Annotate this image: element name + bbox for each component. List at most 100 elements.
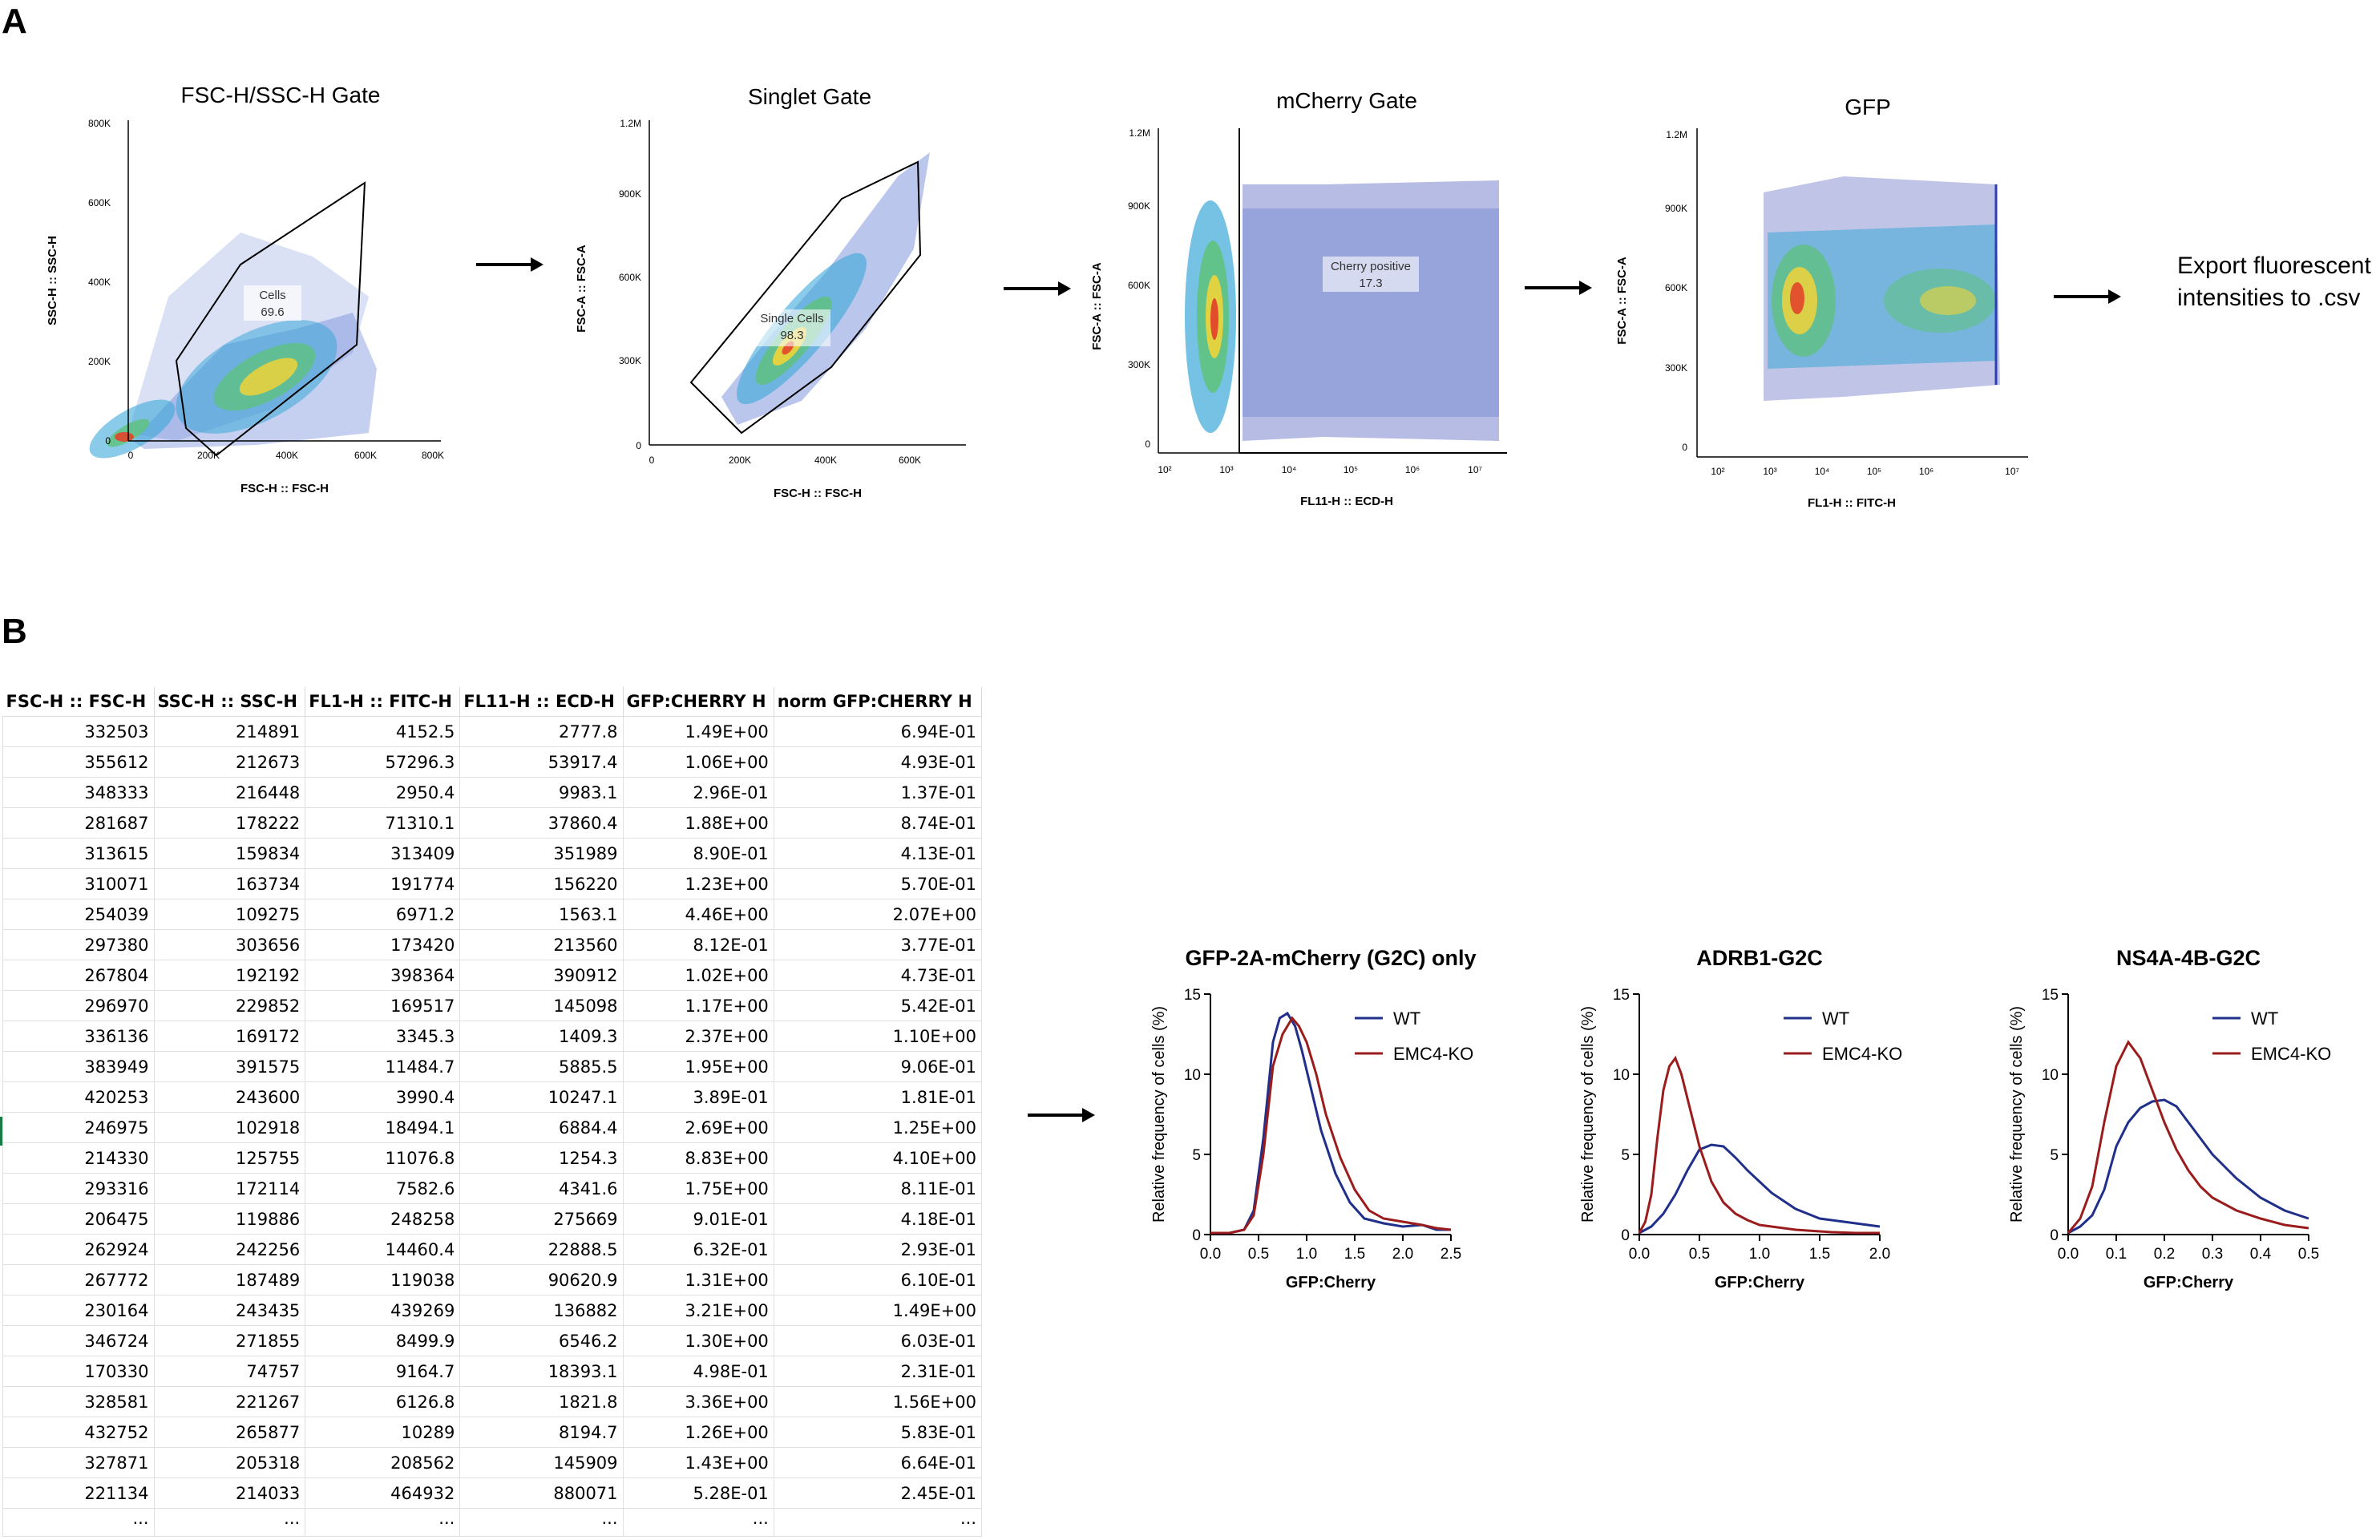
table-cell[interactable]: ... xyxy=(460,1509,623,1537)
column-header[interactable]: norm GFP:CHERRY H xyxy=(774,687,981,717)
table-cell[interactable]: 213560 xyxy=(460,930,623,960)
table-cell[interactable]: 3.21E+00 xyxy=(623,1295,774,1326)
table-cell[interactable]: 293316 xyxy=(3,1174,155,1204)
table-cell[interactable]: 3.36E+00 xyxy=(623,1387,774,1417)
table-cell[interactable]: 1.06E+00 xyxy=(623,747,774,778)
table-cell[interactable]: 3345.3 xyxy=(305,1021,460,1052)
table-cell[interactable]: 6.10E-01 xyxy=(774,1265,981,1295)
table-cell[interactable]: ... xyxy=(154,1509,305,1537)
table-cell[interactable]: 229852 xyxy=(154,991,305,1021)
table-cell[interactable]: 1.30E+00 xyxy=(623,1326,774,1356)
table-cell[interactable]: ... xyxy=(623,1509,774,1537)
table-cell[interactable]: 214891 xyxy=(154,717,305,747)
table-cell[interactable]: 336136 xyxy=(3,1021,155,1052)
table-cell[interactable]: 18494.1 xyxy=(305,1113,460,1143)
table-cell[interactable]: 2.37E+00 xyxy=(623,1021,774,1052)
table-cell[interactable]: 267772 xyxy=(3,1265,155,1295)
table-cell[interactable]: 1.88E+00 xyxy=(623,808,774,839)
table-cell[interactable]: 90620.9 xyxy=(460,1265,623,1295)
table-cell[interactable]: 1563.1 xyxy=(460,899,623,930)
table-cell[interactable]: 390912 xyxy=(460,960,623,991)
table-cell[interactable]: 125755 xyxy=(154,1143,305,1174)
table-cell[interactable]: 2.69E+00 xyxy=(623,1113,774,1143)
table-cell[interactable]: 10247.1 xyxy=(460,1082,623,1113)
table-cell[interactable]: 275669 xyxy=(460,1204,623,1235)
table-cell[interactable]: 102918 xyxy=(154,1113,305,1143)
table-cell[interactable]: 1.26E+00 xyxy=(623,1417,774,1448)
table-cell[interactable]: 303656 xyxy=(154,930,305,960)
table-cell[interactable]: 8.74E-01 xyxy=(774,808,981,839)
table-cell[interactable]: ... xyxy=(774,1509,981,1537)
table-cell[interactable]: 267804 xyxy=(3,960,155,991)
table-cell[interactable]: 271855 xyxy=(154,1326,305,1356)
table-cell[interactable]: 5.28E-01 xyxy=(623,1478,774,1509)
table-cell[interactable]: 391575 xyxy=(154,1052,305,1082)
table-cell[interactable]: 1.75E+00 xyxy=(623,1174,774,1204)
table-cell[interactable]: 208562 xyxy=(305,1448,460,1478)
table-cell[interactable]: 178222 xyxy=(154,808,305,839)
table-cell[interactable]: 163734 xyxy=(154,869,305,899)
table-cell[interactable]: 6.03E-01 xyxy=(774,1326,981,1356)
table-cell[interactable]: 169172 xyxy=(154,1021,305,1052)
table-cell[interactable]: 145098 xyxy=(460,991,623,1021)
table-cell[interactable]: 1.37E-01 xyxy=(774,778,981,808)
table-cell[interactable]: 6.32E-01 xyxy=(623,1235,774,1265)
table-cell[interactable]: 313409 xyxy=(305,839,460,869)
table-cell[interactable]: 348333 xyxy=(3,778,155,808)
table-cell[interactable]: 206475 xyxy=(3,1204,155,1235)
table-cell[interactable]: 1.95E+00 xyxy=(623,1052,774,1082)
table-cell[interactable]: 74757 xyxy=(154,1356,305,1387)
table-cell[interactable]: 2777.8 xyxy=(460,717,623,747)
table-cell[interactable]: 221267 xyxy=(154,1387,305,1417)
table-cell[interactable]: 6884.4 xyxy=(460,1113,623,1143)
table-cell[interactable]: 6126.8 xyxy=(305,1387,460,1417)
table-cell[interactable]: 355612 xyxy=(3,747,155,778)
table-cell[interactable]: 170330 xyxy=(3,1356,155,1387)
table-cell[interactable]: 7582.6 xyxy=(305,1174,460,1204)
table-cell[interactable]: 2.07E+00 xyxy=(774,899,981,930)
table-cell[interactable]: 1.49E+00 xyxy=(774,1295,981,1326)
table-cell[interactable]: 1.17E+00 xyxy=(623,991,774,1021)
table-cell[interactable]: 398364 xyxy=(305,960,460,991)
table-cell[interactable]: 4.73E-01 xyxy=(774,960,981,991)
table-cell[interactable]: 4.46E+00 xyxy=(623,899,774,930)
column-header[interactable]: FSC-H :: FSC-H xyxy=(3,687,155,717)
table-cell[interactable]: 243600 xyxy=(154,1082,305,1113)
table-cell[interactable]: 156220 xyxy=(460,869,623,899)
table-cell[interactable]: 5885.5 xyxy=(460,1052,623,1082)
table-cell[interactable]: 242256 xyxy=(154,1235,305,1265)
table-cell[interactable]: 2.45E-01 xyxy=(774,1478,981,1509)
table-cell[interactable]: 119038 xyxy=(305,1265,460,1295)
table-cell[interactable]: 9164.7 xyxy=(305,1356,460,1387)
table-cell[interactable]: 265877 xyxy=(154,1417,305,1448)
table-cell[interactable]: 216448 xyxy=(154,778,305,808)
table-cell[interactable]: 1.25E+00 xyxy=(774,1113,981,1143)
table-cell[interactable]: 4.93E-01 xyxy=(774,747,981,778)
table-cell[interactable]: 383949 xyxy=(3,1052,155,1082)
table-cell[interactable]: 297380 xyxy=(3,930,155,960)
table-cell[interactable]: 1.31E+00 xyxy=(623,1265,774,1295)
table-cell[interactable]: 254039 xyxy=(3,899,155,930)
table-cell[interactable]: 172114 xyxy=(154,1174,305,1204)
table-cell[interactable]: 14460.4 xyxy=(305,1235,460,1265)
table-cell[interactable]: 1.81E-01 xyxy=(774,1082,981,1113)
column-header[interactable]: GFP:CHERRY H xyxy=(623,687,774,717)
table-cell[interactable]: 173420 xyxy=(305,930,460,960)
table-cell[interactable]: 1.43E+00 xyxy=(623,1448,774,1478)
table-cell[interactable]: 346724 xyxy=(3,1326,155,1356)
table-cell[interactable]: 2.93E-01 xyxy=(774,1235,981,1265)
column-header[interactable]: FL11-H :: ECD-H xyxy=(460,687,623,717)
table-cell[interactable]: 327871 xyxy=(3,1448,155,1478)
table-cell[interactable]: 8.83E+00 xyxy=(623,1143,774,1174)
table-cell[interactable]: 246975 xyxy=(3,1113,155,1143)
table-cell[interactable]: 5.42E-01 xyxy=(774,991,981,1021)
table-cell[interactable]: 6546.2 xyxy=(460,1326,623,1356)
table-cell[interactable]: 53917.4 xyxy=(460,747,623,778)
table-cell[interactable]: 262924 xyxy=(3,1235,155,1265)
table-cell[interactable]: 296970 xyxy=(3,991,155,1021)
table-cell[interactable]: 8499.9 xyxy=(305,1326,460,1356)
table-cell[interactable]: 214033 xyxy=(154,1478,305,1509)
table-cell[interactable]: 18393.1 xyxy=(460,1356,623,1387)
table-cell[interactable]: ... xyxy=(3,1509,155,1537)
table-cell[interactable]: 880071 xyxy=(460,1478,623,1509)
